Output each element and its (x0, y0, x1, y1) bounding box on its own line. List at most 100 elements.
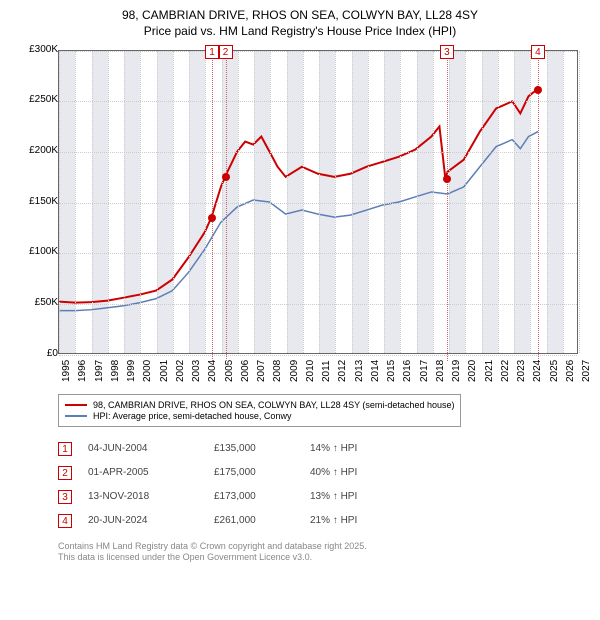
y-axis-label: £0 (47, 348, 58, 359)
tx-pct: 40% ↑ HPI (310, 467, 420, 478)
x-axis-label: 2008 (272, 359, 283, 381)
gridline-v (157, 51, 158, 353)
series-line (59, 131, 538, 310)
x-axis-label: 1999 (126, 359, 137, 381)
gridline-v (173, 51, 174, 353)
tx-pct: 14% ↑ HPI (310, 443, 420, 454)
gridline-h (59, 152, 577, 153)
y-axis-label: £50K (35, 297, 58, 308)
gridline-v (498, 51, 499, 353)
gridline-h (59, 51, 577, 52)
marker-box: 3 (440, 45, 454, 59)
x-axis-label: 2024 (532, 359, 543, 381)
x-axis-label: 2010 (305, 359, 316, 381)
legend: 98, CAMBRIAN DRIVE, RHOS ON SEA, COLWYN … (58, 394, 461, 427)
tx-number: 3 (58, 490, 72, 504)
gridline-v (287, 51, 288, 353)
marker-dot (443, 175, 451, 183)
x-axis-label: 2001 (159, 359, 170, 381)
gridline-v (75, 51, 76, 353)
x-axis-label: 2022 (500, 359, 511, 381)
x-axis-label: 2021 (484, 359, 495, 381)
y-axis-label: £100K (29, 246, 58, 257)
tx-date: 04-JUN-2004 (88, 443, 198, 454)
table-row: 104-JUN-2004£135,00014% ↑ HPI (58, 437, 588, 461)
x-axis-label: 2011 (321, 360, 332, 382)
gridline-h (59, 304, 577, 305)
marker-box: 1 (205, 45, 219, 59)
tx-number: 4 (58, 514, 72, 528)
x-axis-label: 2018 (435, 359, 446, 381)
gridline-v (140, 51, 141, 353)
gridline-v (384, 51, 385, 353)
marker-box: 4 (531, 45, 545, 59)
x-axis-label: 1995 (61, 359, 72, 381)
x-axis-label: 2014 (370, 359, 381, 381)
marker-line (212, 45, 213, 361)
x-axis-label: 2003 (191, 359, 202, 381)
y-axis-label: £250K (29, 94, 58, 105)
marker-dot (534, 86, 542, 94)
gridline-h (59, 253, 577, 254)
x-axis-label: 2012 (337, 359, 348, 381)
legend-label: 98, CAMBRIAN DRIVE, RHOS ON SEA, COLWYN … (93, 400, 454, 410)
x-axis-label: 2017 (419, 359, 430, 381)
title-line1: 98, CAMBRIAN DRIVE, RHOS ON SEA, COLWYN … (12, 8, 588, 24)
gridline-v (205, 51, 206, 353)
gridline-v (514, 51, 515, 353)
line-svg (59, 51, 577, 353)
marker-dot (208, 214, 216, 222)
marker-box: 2 (219, 45, 233, 59)
gridline-v (530, 51, 531, 353)
x-axis-label: 2007 (256, 359, 267, 381)
tx-pct: 13% ↑ HPI (310, 491, 420, 502)
gridline-v (579, 51, 580, 353)
footer-line2: This data is licensed under the Open Gov… (58, 552, 588, 564)
gridline-h (59, 101, 577, 102)
x-axis-label: 2015 (386, 359, 397, 381)
tx-pct: 21% ↑ HPI (310, 515, 420, 526)
gridline-v (254, 51, 255, 353)
y-axis-label: £150K (29, 196, 58, 207)
gridline-v (238, 51, 239, 353)
chart-container: 98, CAMBRIAN DRIVE, RHOS ON SEA, COLWYN … (0, 0, 600, 572)
gridline-v (352, 51, 353, 353)
legend-swatch (65, 415, 87, 417)
y-axis-label: £300K (29, 44, 58, 55)
tx-date: 01-APR-2005 (88, 467, 198, 478)
x-axis-label: 2004 (207, 359, 218, 381)
marker-line (447, 45, 448, 361)
table-row: 2 01-APR-2005 £175,000 40% ↑ HPI (58, 461, 588, 485)
x-axis-label: 2009 (289, 359, 300, 381)
x-axis-label: 2019 (451, 359, 462, 381)
x-axis-label: 2025 (549, 359, 560, 381)
tx-price: £261,000 (214, 515, 294, 526)
gridline-v (400, 51, 401, 353)
x-axis-label: 2020 (467, 359, 478, 381)
gridline-h (59, 355, 577, 356)
gridline-h (59, 203, 577, 204)
gridline-v (222, 51, 223, 353)
gridline-v (482, 51, 483, 353)
legend-row: HPI: Average price, semi-detached house,… (65, 411, 454, 421)
x-axis-label: 2027 (581, 359, 592, 381)
x-axis-label: 1998 (110, 359, 121, 381)
x-axis-label: 1996 (77, 359, 88, 381)
gridline-v (303, 51, 304, 353)
gridline-v (547, 51, 548, 353)
tx-price: £135,000 (214, 443, 294, 454)
gridline-v (563, 51, 564, 353)
x-axis-label: 2023 (516, 359, 527, 381)
title-line2: Price paid vs. HM Land Registry's House … (12, 24, 588, 38)
gridline-v (124, 51, 125, 353)
tx-number: 2 (58, 466, 72, 480)
footer-line1: Contains HM Land Registry data © Crown c… (58, 541, 588, 553)
x-axis-label: 1997 (94, 359, 105, 381)
x-axis-label: 2013 (354, 359, 365, 381)
marker-dot (222, 173, 230, 181)
x-axis-label: 2000 (142, 359, 153, 381)
tx-price: £175,000 (214, 467, 294, 478)
gridline-v (319, 51, 320, 353)
tx-date: 20-JUN-2024 (88, 515, 198, 526)
gridline-v (189, 51, 190, 353)
